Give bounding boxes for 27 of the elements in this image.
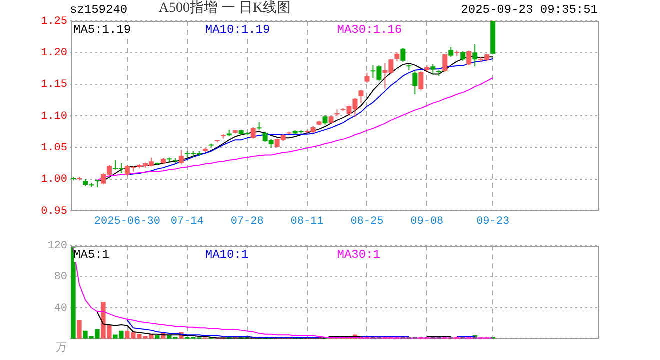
y-tick-label: 1.05 — [41, 142, 68, 155]
x-tick-label: 09-08 — [410, 216, 444, 229]
y-tick-label: 1.00 — [41, 174, 68, 186]
x-tick-label: 09-23 — [476, 216, 510, 229]
x-tick-label: 2025-06-30 — [94, 216, 160, 229]
text: MA10:1 — [205, 248, 249, 262]
text: MA30:1 — [337, 248, 380, 262]
y-tick-label: 1.25 — [41, 16, 68, 28]
y-tick-label: 1.10 — [41, 110, 68, 123]
text: 2025-09-23 09:35:51 — [461, 3, 598, 17]
y-tick-label: 1.15 — [41, 79, 68, 92]
text: sz159240 — [70, 3, 128, 17]
x-tick-label: 07-14 — [170, 216, 204, 229]
y-tick-label: 0.95 — [41, 206, 68, 218]
y-tick-label: 1.20 — [41, 48, 68, 60]
x-tick-label: 08-11 — [290, 216, 324, 229]
y-tick-label: 40 — [54, 302, 68, 315]
text: MA5:1 — [74, 248, 110, 262]
chart-title: A500指增 一 日K线图 — [158, 1, 292, 16]
text: MA30:1.16 — [337, 23, 402, 37]
text: MA5:1.19 — [74, 23, 132, 37]
x-tick-label: 08-25 — [350, 216, 384, 229]
text: MA10:1.19 — [205, 23, 270, 37]
y-tick-label: 120 — [48, 240, 68, 253]
x-tick-label: 07-28 — [230, 216, 264, 229]
y-axis-title: 万 — [56, 342, 67, 356]
y-tick-label: 80 — [54, 272, 68, 284]
